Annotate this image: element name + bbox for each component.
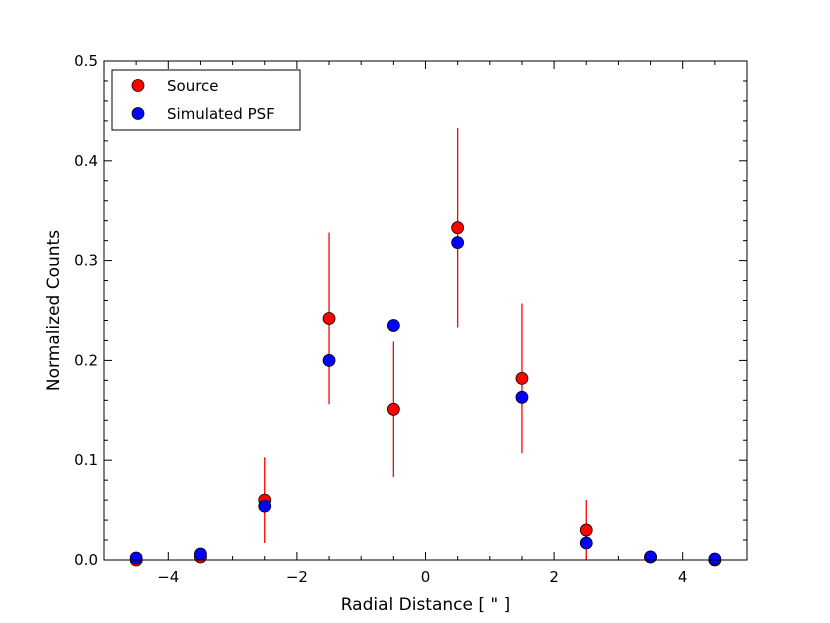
psf-point (644, 550, 657, 564)
x-tick-label: −4 (157, 568, 179, 586)
plot-frame (103, 60, 748, 561)
source-point (322, 312, 336, 325)
x-tick-label: 4 (678, 568, 688, 586)
y-tick-label: 0.1 (74, 451, 98, 469)
y-tick-label: 0.5 (74, 52, 98, 70)
y-axis-label: Normalized Counts (44, 230, 64, 391)
y-tick-label: 0.2 (74, 351, 98, 369)
psf-point (129, 551, 143, 565)
tick-labels-layer: −4 −2 0 2 4 0.0 0.1 0.2 0.3 0.4 0.5 (74, 52, 687, 586)
source-point (579, 523, 593, 537)
legend-box (111, 69, 301, 131)
x-tick-label: 2 (549, 568, 559, 586)
x-axis-label: Radial Distance [ " ] (341, 595, 511, 615)
x-tick-label: 0 (421, 568, 431, 586)
legend-label-psf: Simulated PSF (167, 105, 275, 123)
legend-label-source: Source (167, 77, 219, 95)
legend: Source Simulated PSF (111, 69, 301, 131)
source-point (451, 221, 465, 235)
psf-point (194, 547, 207, 561)
psf-point (258, 499, 272, 513)
legend-marker-source (131, 79, 145, 92)
y-tick-label: 0.4 (74, 152, 98, 170)
psf-point (515, 390, 529, 404)
psf-point (579, 536, 593, 550)
x-tick-label: −2 (286, 568, 308, 586)
psf-point (386, 319, 400, 332)
psf-point (451, 236, 465, 250)
source-point (515, 371, 529, 385)
source-point (386, 402, 400, 416)
legend-marker-psf (131, 107, 145, 120)
psf-point (708, 552, 722, 566)
y-tick-label: 0.0 (74, 551, 98, 569)
psf-point (322, 353, 336, 367)
y-tick-label: 0.3 (74, 252, 98, 270)
plot-area (104, 61, 747, 560)
